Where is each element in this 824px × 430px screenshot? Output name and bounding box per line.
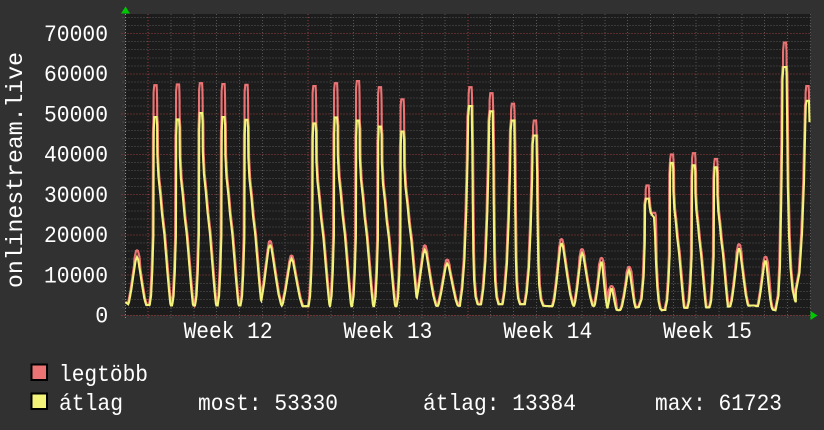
svg-text:legtöbb: legtöbb	[59, 362, 148, 388]
svg-text:40000: 40000	[44, 143, 108, 169]
svg-text:átlag: 13384: átlag: 13384	[423, 391, 576, 417]
svg-text:átlag: átlag	[59, 391, 123, 417]
svg-text:60000: 60000	[44, 62, 108, 88]
svg-text:0: 0	[95, 304, 108, 330]
svg-text:most: 53330: most: 53330	[198, 391, 338, 417]
svg-text:Week 15: Week 15	[663, 319, 752, 345]
svg-text:70000: 70000	[44, 22, 108, 48]
svg-text:50000: 50000	[44, 102, 108, 128]
svg-text:max: 61723: max: 61723	[655, 391, 782, 417]
svg-text:30000: 30000	[44, 183, 108, 209]
svg-text:20000: 20000	[44, 223, 108, 249]
svg-text:Week 14: Week 14	[503, 319, 592, 345]
svg-text:onlinestream.live: onlinestream.live	[3, 52, 29, 288]
svg-text:10000: 10000	[44, 263, 108, 289]
svg-text:Week 12: Week 12	[184, 319, 273, 345]
svg-text:Week 13: Week 13	[343, 319, 432, 345]
